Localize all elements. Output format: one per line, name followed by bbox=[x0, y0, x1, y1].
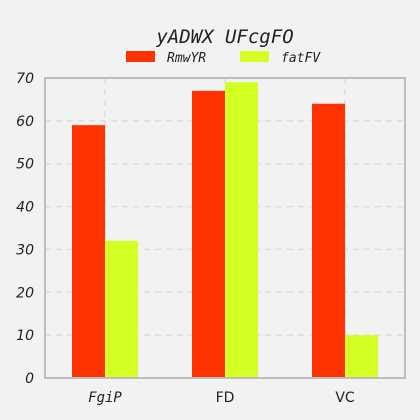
y-tick-label: 30 bbox=[16, 242, 34, 258]
x-axis-ticks: FgiP FD VC bbox=[88, 390, 355, 406]
y-tick-label: 70 bbox=[16, 71, 34, 87]
legend: RmwYR fatFV bbox=[126, 51, 321, 66]
y-axis-ticks: 0 10 20 30 40 50 60 70 bbox=[16, 71, 34, 387]
bar-fatFV-FD bbox=[225, 82, 258, 379]
y-tick-label: 0 bbox=[25, 371, 34, 387]
bar-RmwYR-FD bbox=[192, 90, 225, 378]
legend-label-fatFV: fatFV bbox=[281, 51, 321, 66]
bar-RmwYR-VC bbox=[312, 103, 345, 378]
y-tick-label: 60 bbox=[16, 114, 34, 130]
bar-RmwYR-FgiP bbox=[72, 125, 105, 379]
y-tick-label: 40 bbox=[16, 200, 34, 216]
x-tick-label: VC bbox=[335, 390, 355, 406]
plot-frame bbox=[44, 77, 406, 379]
bar-fatFV-VC bbox=[345, 335, 378, 378]
bars bbox=[72, 82, 378, 379]
y-tick-label: 20 bbox=[16, 285, 34, 301]
x-tick-label: FD bbox=[216, 390, 235, 406]
y-tick-label: 10 bbox=[16, 328, 34, 344]
chart-title: yADWX UFcgFO bbox=[155, 26, 293, 48]
legend-swatch-fatFV bbox=[240, 51, 269, 62]
legend-label-RmwYR: RmwYR bbox=[167, 51, 206, 66]
x-tick-label: FgiP bbox=[88, 390, 122, 406]
legend-swatch-RmwYR bbox=[126, 51, 155, 62]
y-tick-label: 50 bbox=[16, 157, 34, 173]
bar-fatFV-FgiP bbox=[105, 240, 138, 378]
